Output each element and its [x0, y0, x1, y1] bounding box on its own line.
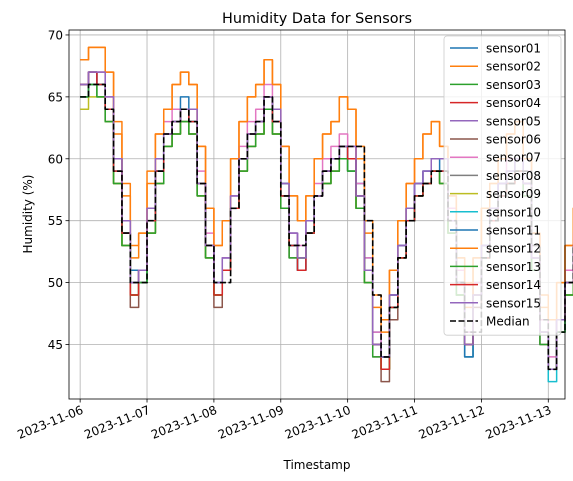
axes-frame [68, 29, 566, 400]
y-tick-label: 60 [48, 152, 63, 166]
legend-label: sensor14 [486, 278, 541, 292]
legend-label: sensor13 [486, 260, 541, 274]
legend-label: sensor07 [486, 151, 541, 165]
y-tick-label: 55 [48, 214, 63, 228]
x-axis-title: Timestamp [283, 458, 351, 472]
y-tick-label: 65 [48, 90, 63, 104]
legend-label: sensor05 [486, 114, 541, 128]
legend-label: Median [486, 315, 530, 329]
legend-box [443, 35, 562, 336]
legend: sensor01 sensor02 sensor03 sensor04 sensor05… [443, 35, 562, 336]
legend-label: sensor03 [486, 78, 541, 92]
legend-label: sensor11 [486, 224, 541, 238]
legend-label: sensor02 [486, 60, 541, 74]
legend-label: sensor12 [486, 242, 541, 256]
legend-label: sensor15 [486, 296, 541, 310]
legend-label: sensor10 [486, 205, 541, 219]
y-axis: 45 50 55 60 65 70 [48, 28, 69, 352]
y-tick-label: 70 [48, 28, 63, 42]
legend-label: sensor08 [486, 169, 541, 183]
y-tick-label: 45 [48, 338, 63, 352]
legend-label: sensor06 [486, 133, 541, 147]
y-tick-label: 50 [48, 276, 63, 290]
legend-label: sensor09 [486, 187, 541, 201]
legend-label: sensor01 [486, 42, 541, 56]
legend-label: sensor04 [486, 96, 541, 110]
y-axis-title: Humidity (%) [21, 175, 35, 254]
chart-title: Humidity Data for Sensors [222, 11, 412, 27]
